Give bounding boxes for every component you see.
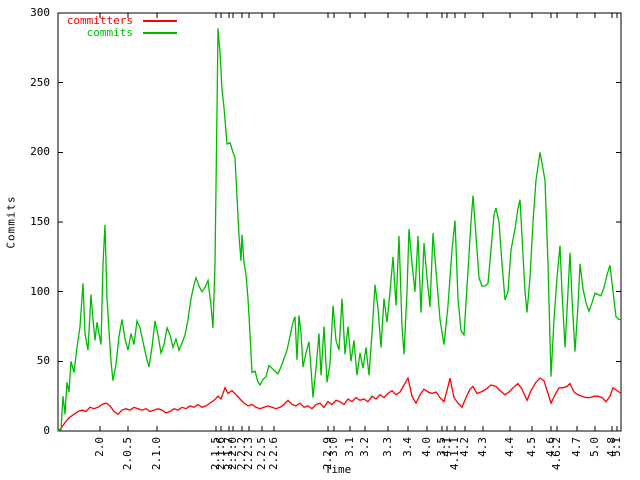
x-tick-label-2.1.0: 2.1.0 <box>150 437 163 471</box>
plot-border <box>57 12 622 432</box>
x-tick-label-4.4: 4.4 <box>503 437 516 457</box>
x-tick-label-4.7: 4.7 <box>570 437 583 457</box>
legend-label-commits: commits <box>86 26 133 39</box>
x-tick-label-3.1: 3.1 <box>343 437 356 457</box>
x-tick-label-3.3: 3.3 <box>381 437 394 457</box>
series-line-committers <box>57 376 622 432</box>
x-tick-label-2.0: 2.0 <box>93 437 106 457</box>
x-tick-label-2.0.5: 2.0.5 <box>121 437 134 471</box>
x-tick-label-3.2: 3.2 <box>358 437 371 457</box>
x-tick-label-4.0: 4.0 <box>420 437 433 457</box>
x-axis-title: Time <box>324 463 352 476</box>
x-tick-label-4.2: 4.2 <box>458 437 471 457</box>
y-tick-label: 150 <box>30 215 50 228</box>
x-tick-label-3.4: 3.4 <box>401 437 414 457</box>
x-tick-label-4.5: 4.5 <box>525 437 538 457</box>
y-tick-label: 250 <box>30 75 50 89</box>
y-tick-label: 0 <box>43 424 50 437</box>
x-tick-label-3.0: 3.0 <box>327 437 340 457</box>
legend-label-committers: committers <box>66 14 133 27</box>
y-tick-label: 300 <box>30 6 50 19</box>
legend-line-sample-commits <box>143 32 177 34</box>
y-tick-label: 200 <box>30 145 50 159</box>
y-axis-title: Commits <box>4 195 18 249</box>
legend-line-sample-committers <box>143 20 177 22</box>
x-tick-label-2.2.3: 2.2.3 <box>242 437 255 471</box>
x-tick-label-4.6.2: 4.6.2 <box>550 437 563 471</box>
series-line-commits <box>57 28 621 432</box>
x-tick-label-5.1: 5.1 <box>610 437 623 457</box>
x-tick-label-5.0: 5.0 <box>588 437 601 457</box>
y-tick-label: 50 <box>36 354 50 368</box>
x-tick-label-2.2.6: 2.2.6 <box>267 437 280 471</box>
y-tick-label: 100 <box>30 284 50 298</box>
x-tick-label-4.3: 4.3 <box>476 437 489 457</box>
